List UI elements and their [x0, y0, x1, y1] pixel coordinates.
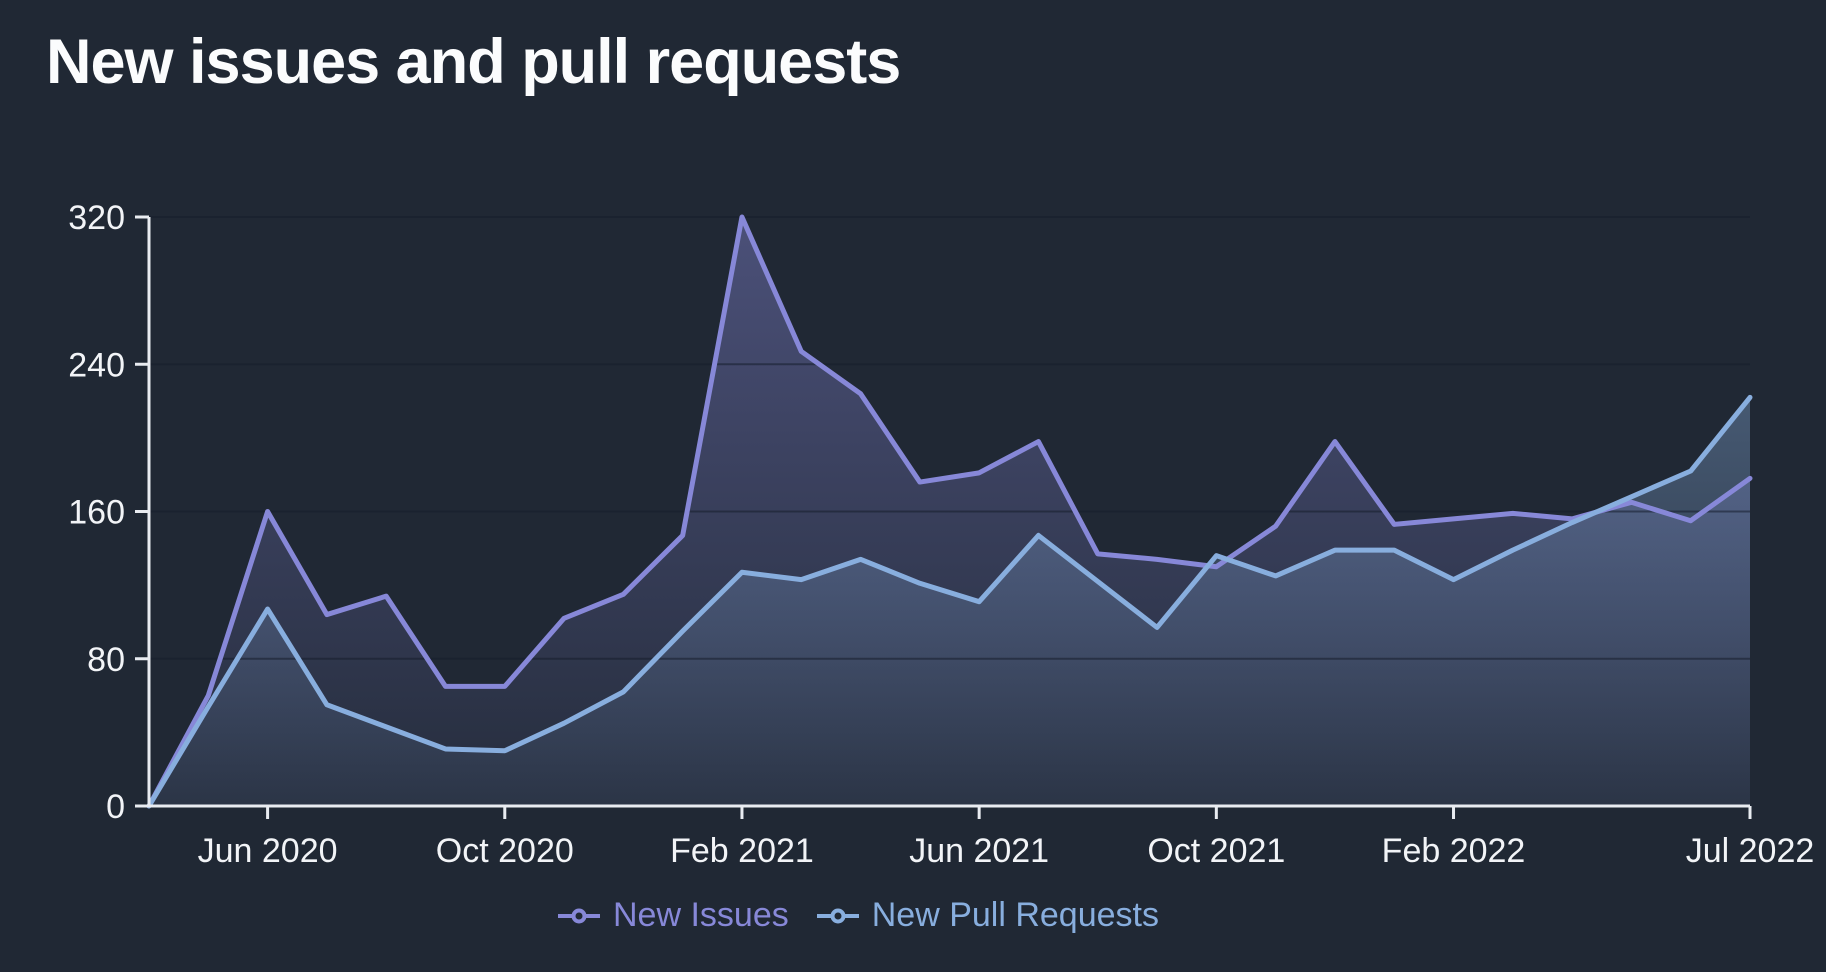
line-new-pull-requests [146, 394, 1753, 809]
legend-label-new-issues: New Issues [613, 896, 789, 934]
legend-item-new-pull-requests[interactable]: New Pull Requests [816, 896, 1159, 935]
x-tick-label: Jun 2021 [909, 832, 1049, 870]
line-new-issues [146, 214, 1753, 809]
x-tick-label: Feb 2022 [1382, 832, 1526, 870]
x-tick-label: Jul 2022 [1686, 832, 1815, 870]
legend-marker-new-pull-requests-icon [816, 908, 859, 923]
x-tick-label: Oct 2020 [436, 832, 574, 870]
x-tick-label: Oct 2021 [1147, 832, 1285, 870]
chart-title: New issues and pull requests [46, 27, 901, 97]
legend-label-new-pull-requests: New Pull Requests [871, 896, 1159, 934]
x-tick-label: Feb 2021 [670, 832, 814, 870]
y-tick-label: 320 [68, 199, 125, 237]
legend-marker-new-issues-icon [558, 908, 600, 923]
y-tick-label: 160 [68, 494, 125, 532]
y-tick-label: 80 [87, 641, 125, 679]
legend: New Issues New Pull Requests [0, 896, 1716, 935]
x-tick-label: Jun 2020 [198, 832, 338, 870]
y-tick-label: 0 [106, 788, 125, 826]
area-new-pull-requests [149, 397, 1750, 806]
y-tick-label: 240 [68, 346, 125, 384]
legend-item-new-issues[interactable]: New Issues [557, 896, 789, 935]
